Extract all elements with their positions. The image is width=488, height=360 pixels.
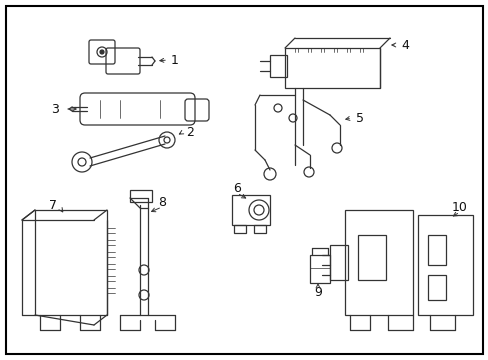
Bar [285, 48, 379, 88]
Text: 7: 7 [49, 198, 57, 212]
Bar [253, 225, 265, 233]
Text: 2: 2 [185, 126, 194, 139]
Text: 10: 10 [451, 201, 467, 213]
Text: 9: 9 [313, 285, 321, 298]
Bar [234, 225, 245, 233]
Bar [345, 210, 412, 315]
Bar [269, 55, 286, 77]
Bar [329, 245, 347, 280]
Text: 1: 1 [171, 54, 179, 67]
Bar [130, 190, 152, 202]
Text: 3: 3 [51, 103, 59, 116]
Circle shape [100, 50, 104, 54]
Bar [35, 210, 107, 315]
Bar [427, 275, 445, 300]
Text: 6: 6 [233, 181, 241, 194]
Bar [357, 235, 385, 280]
Text: 8: 8 [158, 195, 165, 208]
Bar [417, 215, 472, 315]
Bar [231, 195, 269, 225]
Text: 4: 4 [400, 39, 408, 51]
Text: 5: 5 [355, 112, 363, 125]
Bar [309, 255, 329, 283]
Bar [427, 235, 445, 265]
